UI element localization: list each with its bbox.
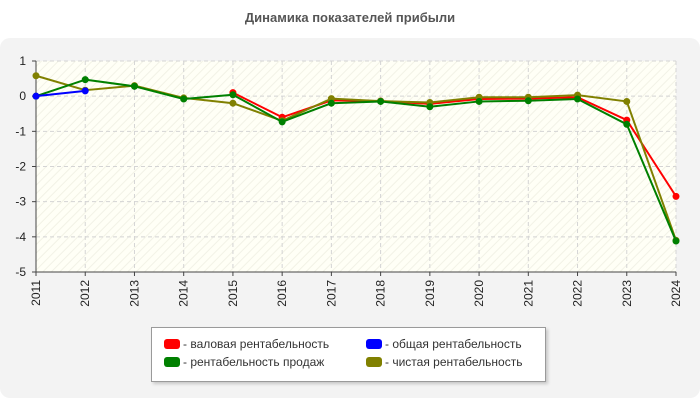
data-point — [377, 97, 385, 105]
data-point — [574, 95, 582, 103]
data-point — [32, 72, 40, 80]
data-point — [475, 97, 483, 105]
x-tick-label: 2020 — [472, 280, 486, 307]
legend-label: - чистая рентабельность — [385, 355, 523, 369]
legend-label: - рентабельность продаж — [183, 355, 325, 369]
legend-item-net-margin[interactable]: - чистая рентабельность — [366, 354, 522, 370]
x-tick-label: 2024 — [669, 280, 683, 307]
data-point — [524, 97, 532, 105]
y-tick-label: -4 — [15, 230, 26, 244]
y-tick-label: -3 — [15, 195, 26, 209]
legend-swatch-green — [164, 357, 180, 367]
legend-swatch-olive — [366, 357, 382, 367]
x-tick-label: 2014 — [177, 280, 191, 307]
y-tick-label: -2 — [15, 160, 26, 174]
legend-item-total-margin[interactable]: - общая рентабельность — [366, 336, 522, 352]
x-tick-label: 2019 — [423, 280, 437, 307]
legend-swatch-red — [164, 339, 180, 349]
x-tick-label: 2016 — [275, 280, 289, 307]
x-tick-label: 2022 — [571, 280, 585, 307]
y-tick-label: -1 — [15, 124, 26, 138]
x-tick-label: 2018 — [374, 280, 388, 307]
x-tick-label: 2015 — [226, 280, 240, 307]
data-point — [623, 97, 631, 105]
x-tick-label: 2021 — [521, 280, 535, 307]
data-point — [623, 120, 631, 128]
x-tick-label: 2017 — [324, 280, 338, 307]
data-point — [81, 87, 89, 95]
data-point — [426, 103, 434, 111]
data-point — [81, 76, 89, 84]
data-point — [327, 99, 335, 107]
series-line — [35, 78, 677, 242]
legend-swatch-blue — [366, 339, 382, 349]
series-line — [35, 89, 86, 98]
x-tick-label: 2023 — [620, 280, 634, 307]
data-point — [278, 118, 286, 126]
legend-label: - валовая рентабельность — [183, 337, 330, 351]
data-point — [180, 95, 188, 103]
data-point — [672, 237, 680, 245]
y-tick-label: -5 — [15, 265, 26, 279]
data-point — [32, 92, 40, 100]
y-tick-label: 1 — [19, 54, 26, 68]
data-point — [130, 82, 138, 90]
x-tick-label: 2012 — [78, 280, 92, 307]
data-point — [229, 99, 237, 107]
legend-item-sales-margin[interactable]: - рентабельность продаж — [164, 354, 324, 370]
x-tick-label: 2011 — [29, 280, 43, 306]
chart-title: Динамика показателей прибыли — [244, 10, 456, 25]
legend-item-gross-margin[interactable]: - валовая рентабельность — [164, 336, 329, 352]
y-tick-label: 0 — [19, 89, 26, 103]
legend-label: - общая рентабельность — [385, 337, 522, 351]
data-point — [229, 91, 237, 99]
x-tick-label: 2013 — [127, 280, 141, 307]
data-point — [672, 192, 680, 200]
legend: - валовая рентабельность - общая рентабе… — [151, 327, 546, 382]
